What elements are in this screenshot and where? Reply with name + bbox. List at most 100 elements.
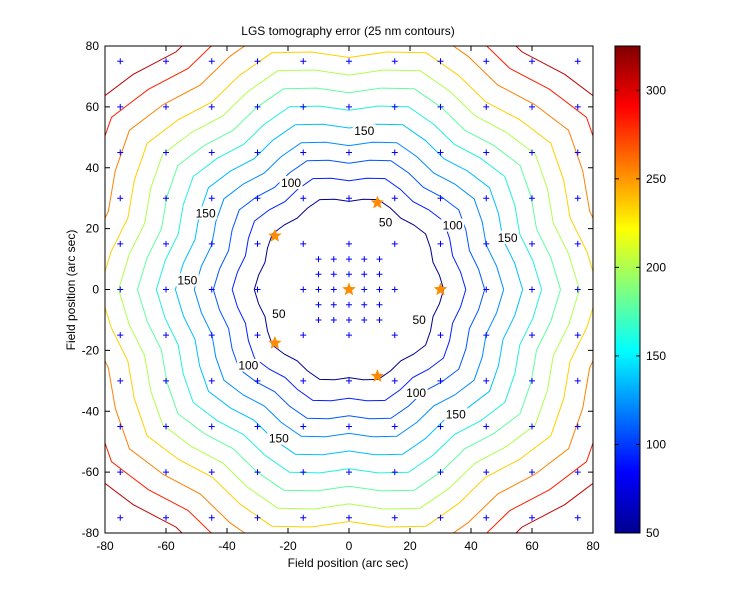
colorbar-tick-label: 150 [646, 349, 666, 363]
contour-label: 100 [281, 176, 301, 190]
sample-point [346, 58, 352, 65]
sample-point [163, 423, 169, 430]
sample-point [346, 377, 352, 384]
sample-point [483, 240, 490, 247]
colorbar-tick-label: 200 [646, 260, 666, 274]
sample-point [254, 240, 261, 247]
sample-point [529, 332, 535, 339]
sample-point [254, 514, 261, 521]
sample-point [300, 377, 307, 384]
sample-point [437, 469, 444, 476]
contour-line-175 [155, 105, 543, 474]
contour-label-bg [352, 124, 376, 138]
sample-point [529, 377, 535, 384]
contour-label-bg [441, 218, 465, 232]
sample-point [529, 514, 535, 521]
sample-point [346, 514, 352, 521]
y-axis-ticks: -80 -60 -40 -20 0 20 40 60 80 [82, 39, 593, 540]
y-tick-label: -60 [82, 465, 100, 479]
sample-point [529, 286, 535, 293]
sample-point [529, 149, 535, 156]
contour-label: 150 [269, 432, 289, 446]
sample-point [437, 58, 444, 65]
sample-point [163, 514, 169, 521]
y-tick-label: 80 [86, 39, 100, 53]
sample-point [391, 149, 398, 156]
sample-point [163, 149, 169, 156]
sample-point [254, 195, 261, 202]
colorbar-tick-label: 250 [646, 172, 666, 186]
colorbar [614, 45, 641, 534]
sample-point [574, 423, 581, 430]
sample-point [300, 514, 307, 521]
contour-label-bg [270, 306, 287, 320]
sample-point [391, 195, 398, 202]
sample-point [483, 514, 490, 521]
sample-point [361, 316, 368, 323]
sample-point [330, 316, 337, 323]
sample-point [574, 469, 581, 476]
sample-point [483, 332, 490, 339]
x-tick-label: 80 [586, 539, 600, 553]
sample-point [391, 469, 398, 476]
contour-label-bg [411, 312, 428, 326]
sample-point [300, 58, 307, 65]
sample-point [254, 103, 261, 110]
x-tick-label: 20 [403, 539, 417, 553]
sample-point [117, 58, 124, 65]
contour-line-250 [105, 51, 593, 528]
sample-point [330, 256, 337, 263]
sample-point [437, 332, 444, 339]
sample-point [300, 332, 307, 339]
sample-point [376, 271, 383, 278]
contour-label: 50 [379, 216, 393, 230]
sample-point [254, 423, 261, 430]
contour-label: 50 [272, 307, 286, 321]
sample-point [300, 240, 307, 247]
y-axis-label: Field position (arc sec) [64, 230, 78, 351]
sample-point [529, 58, 535, 65]
sample-point [529, 423, 535, 430]
sample-point [346, 240, 352, 247]
sample-point [117, 514, 124, 521]
sample-point [300, 103, 307, 110]
sample-point [117, 149, 124, 156]
sample-point [391, 514, 398, 521]
x-tick-label: 40 [464, 539, 478, 553]
sample-point [574, 332, 581, 339]
contour-label-bg [444, 407, 468, 421]
sample-point [300, 195, 307, 202]
sample-point [254, 332, 261, 339]
sample-point [346, 423, 352, 430]
x-tick-label: -40 [218, 539, 236, 553]
sample-point [529, 195, 535, 202]
sample-point [574, 377, 581, 384]
sample-point [529, 240, 535, 247]
sample-point [346, 332, 352, 339]
sample-point [391, 423, 398, 430]
sample-point [117, 195, 124, 202]
x-tick-label: -20 [279, 539, 297, 553]
sample-point [346, 149, 352, 156]
sample-point [437, 195, 444, 202]
sample-point [208, 469, 215, 476]
sample-point [254, 58, 261, 65]
sample-point [300, 286, 307, 293]
sample-point [163, 377, 169, 384]
sample-point [330, 301, 337, 308]
sample-point [483, 58, 490, 65]
x-axis-label: Field position (arc sec) [288, 556, 409, 570]
guide-star [433, 282, 448, 296]
sample-point [254, 469, 261, 476]
sample-point [437, 103, 444, 110]
sample-point [163, 469, 169, 476]
sample-point [391, 103, 398, 110]
sample-point [208, 149, 215, 156]
x-axis-ticks: -80 -60 -40 -20 0 20 40 60 80 [96, 46, 600, 553]
sample-point [574, 103, 581, 110]
y-tick-label: -40 [82, 404, 100, 418]
sample-point [391, 58, 398, 65]
guide-star [370, 195, 385, 209]
sample-point [117, 377, 124, 384]
sample-point [254, 377, 261, 384]
